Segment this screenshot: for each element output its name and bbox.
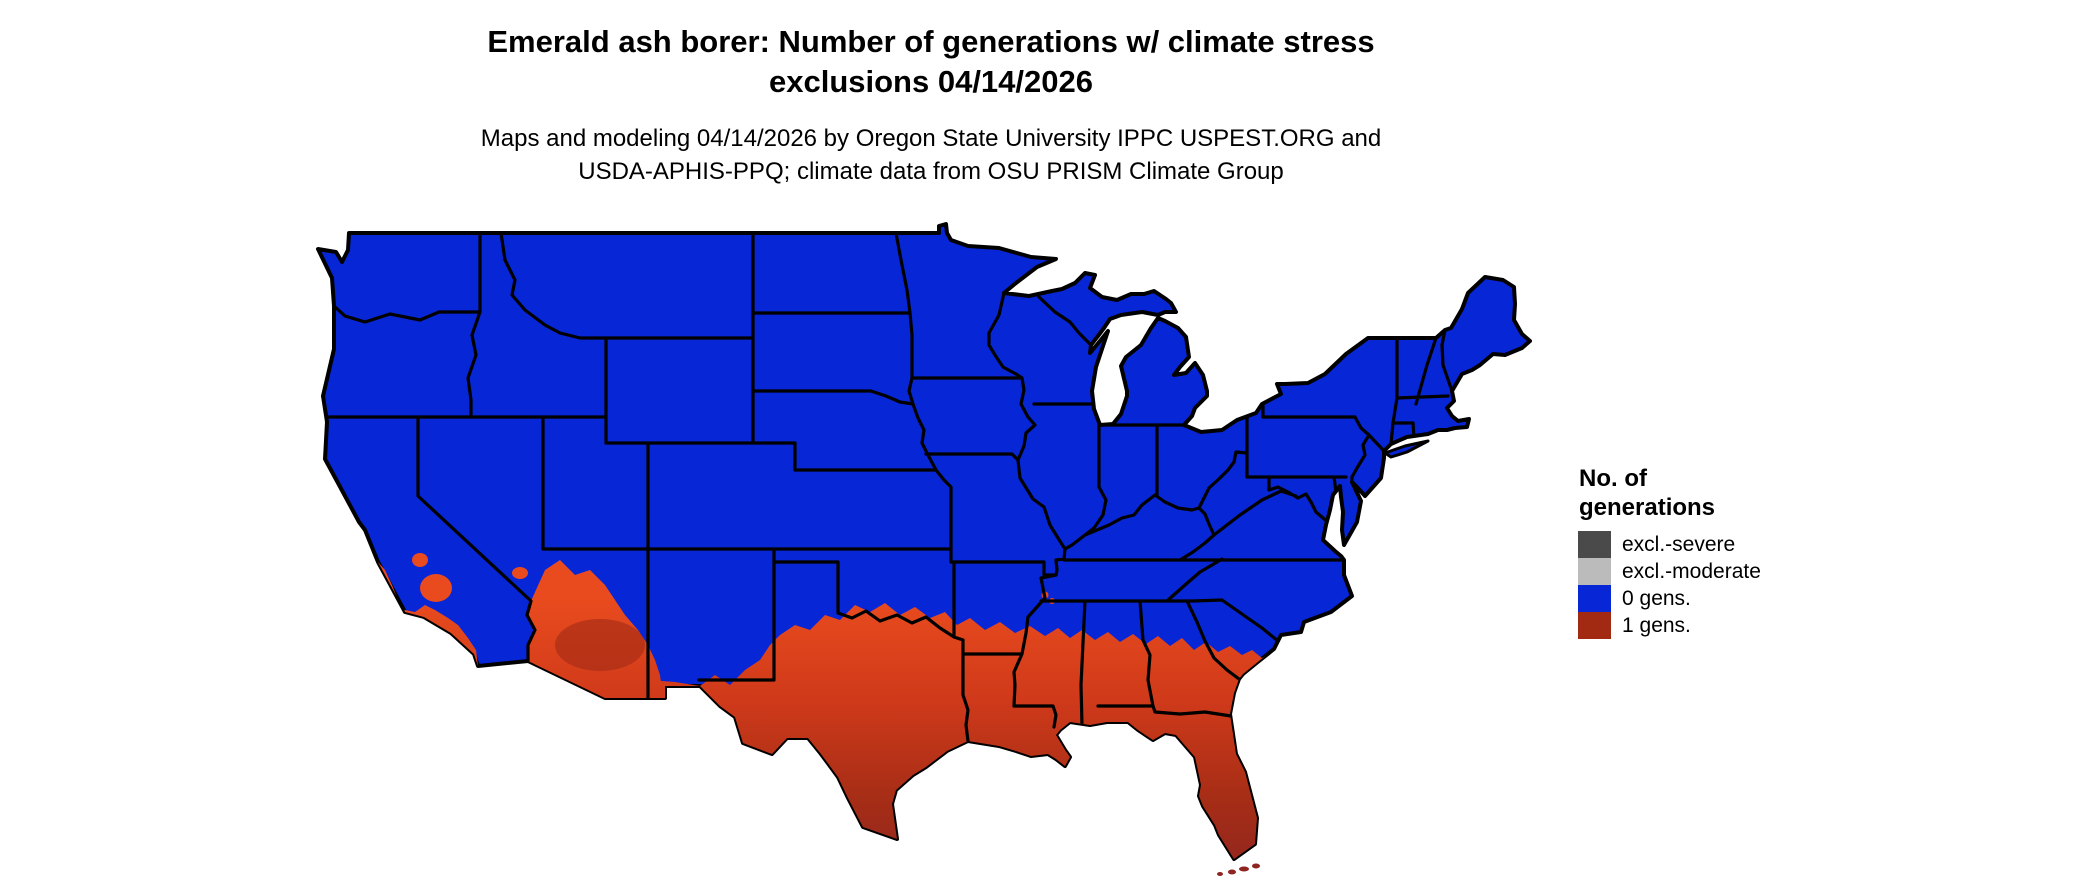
- legend-row-excl-moderate: excl.-moderate: [1578, 558, 1838, 585]
- central-valley-warm-patch: [420, 574, 452, 602]
- legend-swatch-0-gens: [1578, 585, 1611, 612]
- legend: No. of generations excl.-severe excl.-mo…: [1578, 464, 1838, 639]
- arizona-dark-core: [555, 619, 645, 671]
- page-title: Emerald ash borer: Number of generations…: [0, 22, 1862, 102]
- subtitle-line-2: USDA-APHIS-PPQ; climate data from OSU PR…: [578, 158, 1284, 185]
- legend-row-0-gens: 0 gens.: [1578, 585, 1838, 612]
- legend-label-excl-moderate: excl.-moderate: [1622, 559, 1761, 583]
- legend-items: excl.-severe excl.-moderate 0 gens. 1 ge…: [1578, 531, 1838, 639]
- state-borders: [325, 231, 1454, 743]
- legend-row-excl-severe: excl.-severe: [1578, 531, 1838, 558]
- legend-label-0-gens: 0 gens.: [1622, 586, 1691, 610]
- legend-title-line-2: generations: [1579, 494, 1716, 521]
- long-island: [1383, 439, 1430, 459]
- florida-keys-dot: [1239, 866, 1249, 872]
- legend-swatch-excl-moderate: [1578, 558, 1611, 585]
- florida-keys-dot-4: [1217, 872, 1223, 876]
- legend-swatch-excl-severe: [1578, 531, 1611, 558]
- title-line-1: Emerald ash borer: Number of generations…: [487, 24, 1375, 59]
- title-line-2: exclusions 04/14/2026: [768, 64, 1093, 99]
- florida-keys-dot-3: [1228, 869, 1236, 875]
- legend-label-excl-severe: excl.-severe: [1622, 532, 1736, 556]
- legend-row-1-gens: 1 gens.: [1578, 612, 1838, 639]
- central-valley-warm-patch-small: [412, 553, 428, 567]
- page-subtitle: Maps and modeling 04/14/2026 by Oregon S…: [0, 122, 1862, 188]
- florida-keys-dot-2: [1252, 863, 1260, 869]
- nevada-warm-dot: [512, 567, 528, 579]
- legend-title-line-1: No. of: [1579, 465, 1647, 492]
- legend-swatch-1-gens: [1578, 612, 1611, 639]
- subtitle-line-1: Maps and modeling 04/14/2026 by Oregon S…: [480, 125, 1382, 152]
- legend-label-1-gens: 1 gens.: [1622, 613, 1691, 637]
